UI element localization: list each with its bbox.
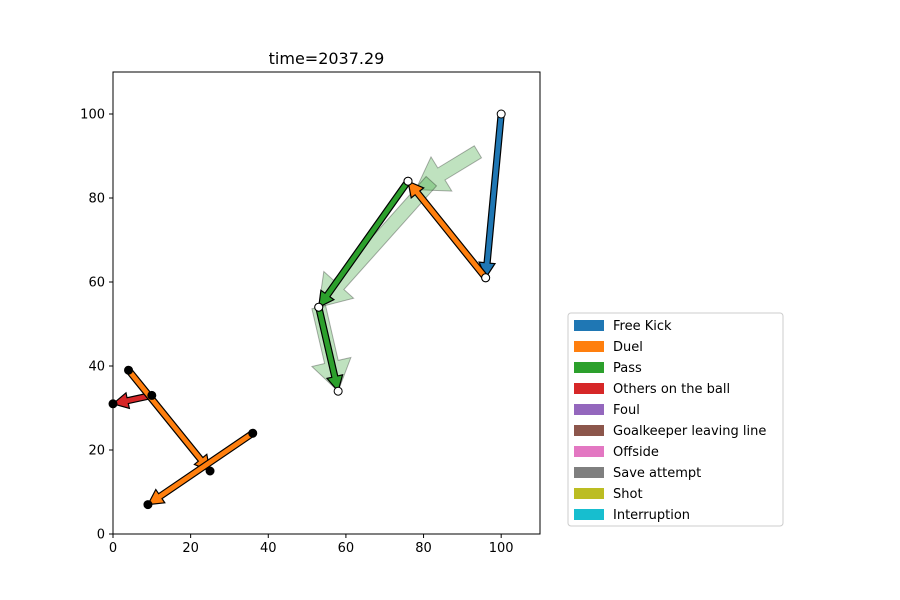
legend-frame (567, 312, 784, 527)
x-tick-label: 80 (415, 541, 432, 556)
legend-swatch-goalkeeper-leaving-line (574, 425, 604, 436)
event-arrows-layer (111, 113, 505, 506)
event-point (248, 428, 258, 438)
event-arrow-pass (315, 305, 344, 393)
x-axis: 0 20 40 60 80 100 (109, 534, 514, 556)
y-tick-label: 40 (88, 360, 105, 375)
legend: Free Kick Duel Pass Others on the ball Foul G… (567, 312, 784, 527)
event-point (205, 466, 215, 476)
ghost-arrows-layer (310, 145, 483, 393)
event-markers-layer (108, 109, 506, 510)
event-point (124, 365, 134, 375)
y-tick-label: 60 (88, 276, 105, 291)
legend-label-duel: Duel (613, 340, 643, 355)
ghost-arrow-pass (415, 145, 483, 192)
legend-label-pass: Pass (613, 361, 642, 376)
y-axis: 0 20 40 60 80 100 (80, 108, 113, 543)
legend-swatch-shot (574, 488, 604, 499)
event-point (333, 386, 343, 396)
legend-label-goalkeeper-leaving-line: Goalkeeper leaving line (613, 424, 766, 439)
event-arrow-duel (125, 367, 211, 472)
legend-label-shot: Shot (613, 487, 643, 502)
legend-label-offside: Offside (613, 445, 659, 460)
plot-area (108, 71, 541, 535)
y-tick-label: 0 (97, 528, 105, 543)
event-point (403, 176, 413, 186)
event-point (314, 302, 324, 312)
y-tick-label: 20 (88, 444, 105, 459)
x-tick-label: 40 (260, 541, 277, 556)
x-tick-label: 60 (338, 541, 355, 556)
event-point (496, 109, 506, 119)
x-tick-label: 100 (489, 541, 514, 556)
legend-swatch-pass (574, 362, 604, 373)
event-arrow-free-kick (478, 113, 505, 280)
event-arrow-duel (146, 429, 256, 506)
legend-swatch-save-attempt (574, 467, 604, 478)
plot-frame (112, 71, 541, 535)
x-tick-label: 0 (109, 541, 117, 556)
legend-swatch-duel (574, 341, 604, 352)
legend-label-interruption: Interruption (613, 508, 690, 523)
chart-title: time=2037.29 (269, 49, 385, 68)
legend-label-foul: Foul (613, 403, 640, 418)
legend-swatch-free-kick (574, 320, 604, 331)
event-arrow-duel (407, 180, 489, 281)
event-point (147, 390, 157, 400)
event-point (481, 273, 491, 283)
legend-swatch-interruption (574, 509, 604, 520)
legend-label-others-on-the-ball: Others on the ball (613, 382, 730, 397)
legend-swatch-others-on-the-ball (574, 383, 604, 394)
event-arrow-pass (317, 178, 412, 309)
y-tick-label: 80 (88, 192, 105, 207)
legend-label-free-kick: Free Kick (613, 319, 672, 334)
legend-swatch-offside (574, 446, 604, 457)
y-tick-label: 100 (80, 108, 105, 123)
legend-label-save-attempt: Save attempt (613, 466, 701, 481)
event-point (143, 500, 153, 510)
x-tick-label: 20 (182, 541, 199, 556)
legend-swatch-foul (574, 404, 604, 415)
